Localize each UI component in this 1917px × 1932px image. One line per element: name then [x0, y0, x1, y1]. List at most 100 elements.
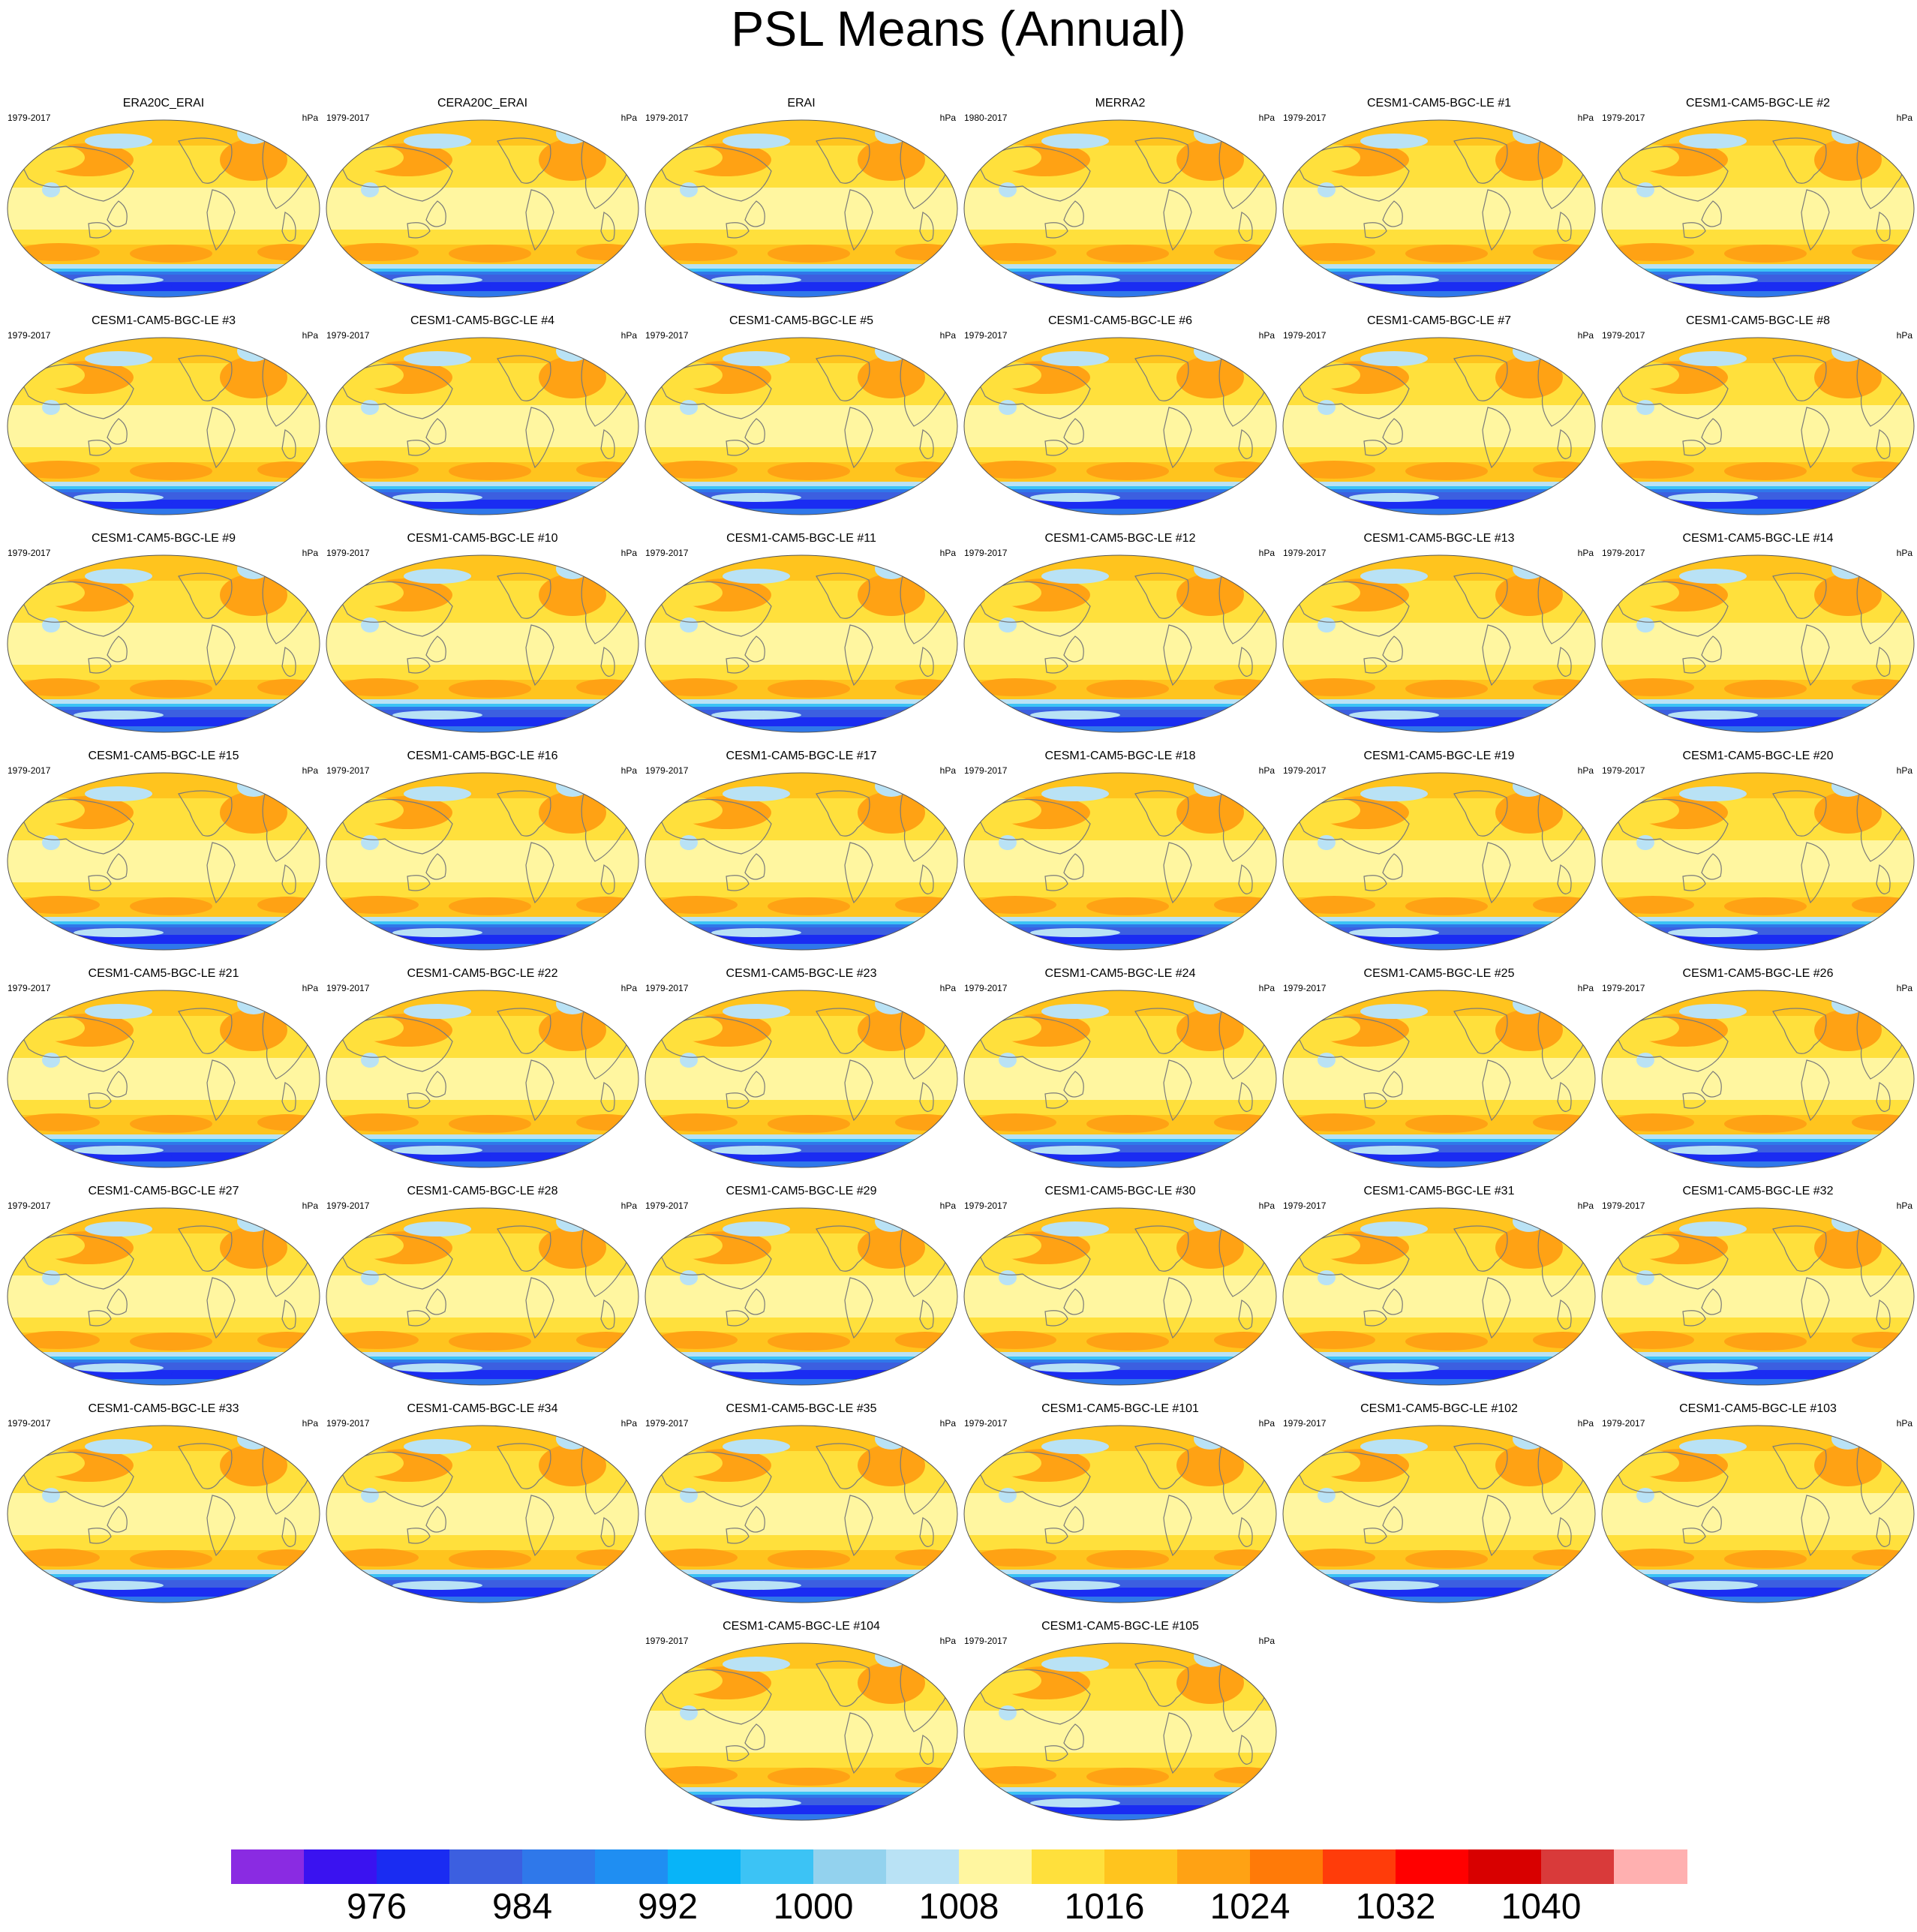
map-panel: CESM1-CAM5-BGC-LE #4 1979-2017 hPa — [325, 314, 640, 515]
pressure-band — [645, 1577, 957, 1580]
map-outline — [963, 990, 1277, 1168]
coastline — [497, 1225, 551, 1272]
colorbar-swatch — [304, 1849, 377, 1884]
pressure-feature — [655, 461, 738, 479]
pressure-feature — [1405, 245, 1488, 263]
pressure-band — [964, 1161, 1276, 1167]
coastline — [1044, 1528, 1068, 1544]
pressure-feature — [1349, 1363, 1439, 1372]
pressure-band — [1602, 509, 1914, 515]
pressure-band — [645, 927, 957, 935]
pressure-feature — [1612, 797, 1679, 824]
pressure-feature — [974, 1014, 1041, 1041]
coastline — [726, 1745, 750, 1762]
pressure-band — [645, 710, 957, 717]
map-panel: CESM1-CAM5-BGC-LE #23 1979-2017 hPa — [644, 966, 959, 1168]
coastline — [525, 407, 554, 469]
pressure-feature — [74, 275, 164, 284]
pressure-band — [1283, 1100, 1595, 1115]
psl-map — [963, 1642, 1277, 1821]
pressure-band — [645, 935, 957, 944]
pressure-band — [645, 707, 957, 710]
pressure-band — [645, 1275, 957, 1318]
coastline — [1682, 1092, 1706, 1109]
pressure-band — [964, 1753, 1276, 1768]
pressure-feature — [42, 617, 60, 632]
panel-title: CESM1-CAM5-BGC-LE #103 — [1679, 1402, 1837, 1415]
pressure-band — [1283, 1574, 1595, 1577]
psl-map — [326, 119, 639, 298]
coastline — [844, 1059, 873, 1122]
panel-title: CESM1-CAM5-BGC-LE #26 — [1682, 967, 1834, 980]
pressure-band — [1283, 1142, 1595, 1145]
pressure-feature — [1668, 928, 1758, 937]
pressure-band — [964, 935, 1276, 944]
pressure-band — [326, 230, 638, 245]
pressure-band — [645, 1161, 957, 1167]
coastline — [425, 200, 446, 227]
pressure-feature — [1636, 1488, 1654, 1503]
pressure-feature — [85, 1004, 152, 1019]
pressure-band — [1602, 188, 1914, 230]
coastline — [497, 1443, 551, 1489]
pressure-band — [8, 272, 320, 275]
coastline — [1134, 1660, 1189, 1707]
map-outline — [1601, 337, 1915, 515]
pressure-feature — [1293, 1549, 1375, 1567]
psl-map — [7, 554, 320, 733]
coastline — [1134, 1443, 1189, 1489]
pressure-band — [645, 882, 957, 897]
pressure-feature — [85, 786, 152, 801]
map-panel: CESM1-CAM5-BGC-LE #19 1979-2017 hPa — [1282, 749, 1597, 951]
coastline — [1876, 212, 1891, 242]
pressure-feature — [576, 897, 636, 913]
coastline — [407, 657, 431, 674]
pressure-feature — [974, 144, 1041, 171]
pressure-feature — [74, 1363, 164, 1372]
panel-title: CESM1-CAM5-BGC-LE #18 — [1044, 750, 1196, 762]
pressure-feature — [74, 493, 164, 502]
map-panel: CERA20C_ERAI 1979-2017 hPa — [325, 96, 640, 298]
coastline — [1453, 1225, 1508, 1272]
map-panel: CESM1-CAM5-BGC-LE #101 1979-2017 hPa — [963, 1402, 1278, 1603]
pressure-feature — [1176, 139, 1244, 181]
psl-map — [326, 1425, 639, 1603]
pressure-band — [1602, 1100, 1914, 1115]
coastline — [744, 853, 765, 880]
coastline — [1453, 137, 1508, 184]
pressure-feature — [1405, 680, 1488, 698]
pressure-band — [964, 1318, 1276, 1333]
coastline — [1134, 790, 1189, 837]
pressure-feature — [1852, 1549, 1912, 1566]
pressure-feature — [1349, 928, 1439, 937]
pressure-band — [1283, 338, 1595, 363]
pressure-band — [964, 555, 1276, 581]
pressure-feature — [1176, 1009, 1244, 1051]
pressure-feature — [1724, 462, 1807, 480]
coastline — [919, 1082, 934, 1112]
coastline — [425, 1506, 446, 1533]
psl-map — [1282, 772, 1596, 951]
coastline — [1063, 1288, 1084, 1315]
pressure-feature — [974, 797, 1041, 824]
pressure-band — [1283, 1570, 1595, 1574]
pressure-band — [326, 1100, 638, 1115]
coastline — [1296, 146, 1410, 202]
pressure-band — [645, 486, 957, 489]
map-panel: CESM1-CAM5-BGC-LE #9 1979-2017 hPa — [6, 531, 321, 733]
pressure-band — [326, 1588, 638, 1597]
pressure-band — [645, 1058, 957, 1100]
pressure-band — [1602, 710, 1914, 717]
coastline — [1682, 222, 1706, 239]
panel-units: hPa — [1258, 1418, 1275, 1429]
coastline — [816, 1443, 870, 1489]
pressure-band — [1602, 1145, 1914, 1152]
pressure-band — [8, 1134, 320, 1139]
pressure-feature — [1533, 1549, 1593, 1566]
pressure-feature — [1852, 244, 1912, 260]
pressure-feature — [655, 1331, 738, 1349]
pressure-band — [1602, 555, 1914, 581]
pressure-band — [964, 1588, 1276, 1597]
pressure-feature — [1176, 792, 1244, 834]
pressure-feature — [1724, 245, 1807, 263]
